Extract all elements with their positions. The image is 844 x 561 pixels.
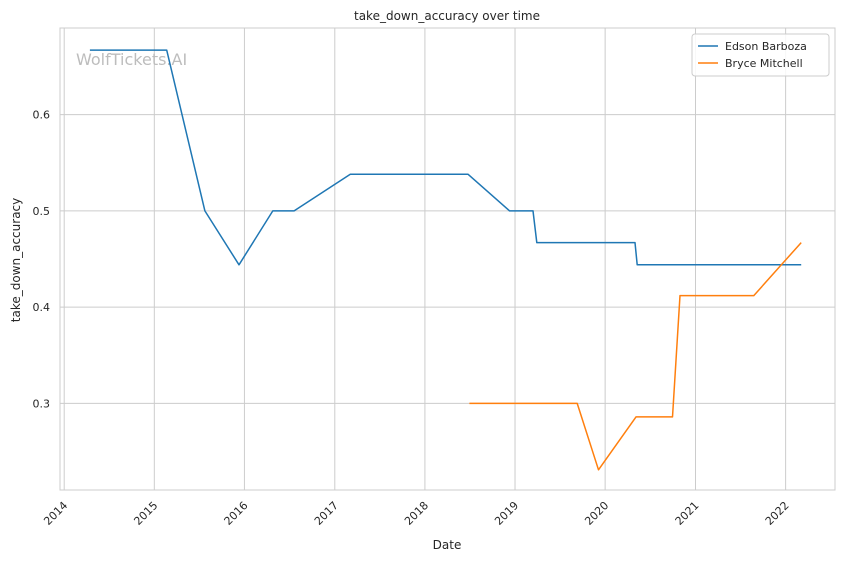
series-line-1 xyxy=(469,242,802,471)
series-line-0 xyxy=(89,49,802,266)
chart-title: take_down_accuracy over time xyxy=(354,9,540,23)
legend-label-0: Edson Barboza xyxy=(725,40,807,53)
y-tick-label: 0.3 xyxy=(33,397,51,410)
legend: Edson Barboza Bryce Mitchell xyxy=(691,33,830,77)
plot-frame xyxy=(59,27,836,491)
watermark-text: WolfTickets.AI xyxy=(76,50,187,69)
series-lines xyxy=(89,49,802,471)
x-axis-title: Date xyxy=(433,538,462,552)
y-axis-title: take_down_accuracy xyxy=(9,198,23,322)
legend-label-1: Bryce Mitchell xyxy=(725,57,803,70)
y-tick-label: 0.5 xyxy=(33,205,51,218)
y-tick-label: 0.6 xyxy=(33,109,51,122)
y-tick-label: 0.4 xyxy=(33,301,51,314)
legend-box xyxy=(691,33,830,77)
grid xyxy=(60,28,835,490)
